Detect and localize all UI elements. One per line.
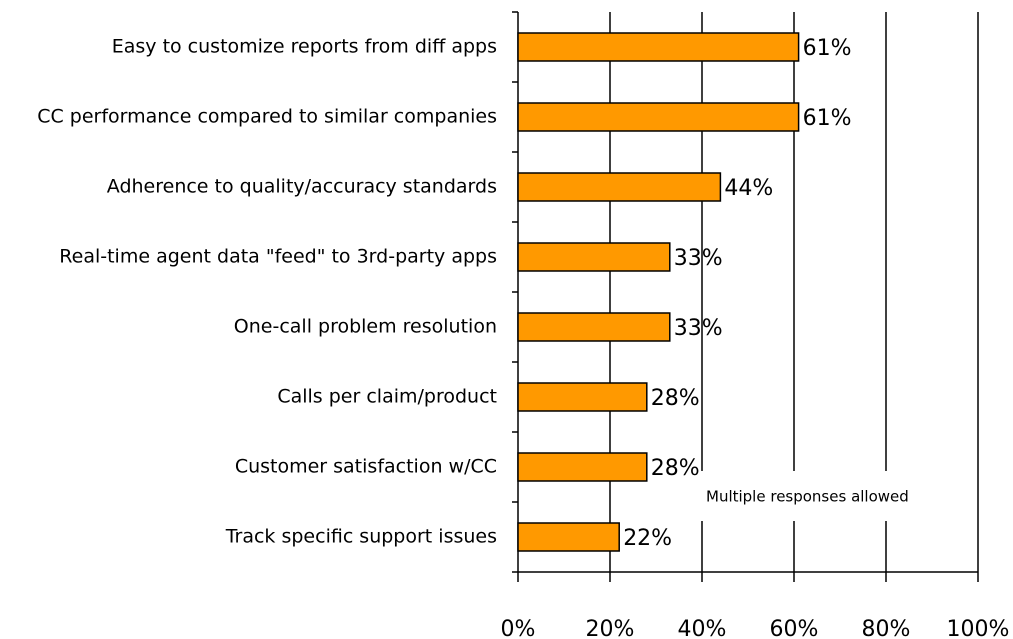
x-tick-label: 0% <box>501 617 536 639</box>
value-label: 33% <box>674 246 723 271</box>
category-label: Calls per claim/product <box>277 386 497 408</box>
bar <box>517 242 671 272</box>
value-label: 61% <box>803 36 852 61</box>
value-label: 28% <box>651 456 700 481</box>
annotation-box <box>700 471 975 521</box>
category-label: Easy to customize reports from diff apps <box>112 36 497 58</box>
value-label: 22% <box>623 526 672 551</box>
bar <box>517 102 800 132</box>
x-tick-label: 80% <box>862 617 911 639</box>
value-label: 61% <box>803 106 852 131</box>
bar <box>517 312 671 342</box>
x-tick-label: 20% <box>586 617 635 639</box>
x-tick-label: 100% <box>947 617 1010 639</box>
category-label: Track specific support issues <box>225 526 497 548</box>
category-label: Adherence to quality/accuracy standards <box>107 176 497 198</box>
value-label: 33% <box>674 316 723 341</box>
value-label: 44% <box>724 176 773 201</box>
category-label: Customer satisfaction w/CC <box>235 456 497 478</box>
x-tick-label: 60% <box>770 617 819 639</box>
bar <box>517 32 800 62</box>
value-label: 28% <box>651 386 700 411</box>
bar <box>517 382 648 412</box>
bar <box>517 452 648 482</box>
bar <box>517 522 620 552</box>
category-label: Real-time agent data "feed" to 3rd-party… <box>59 246 497 268</box>
annotation: Multiple responses allowed <box>706 488 909 506</box>
x-tick-label: 40% <box>678 617 727 639</box>
category-label: One-call problem resolution <box>234 316 497 338</box>
bar <box>517 172 722 202</box>
category-label: CC performance compared to similar compa… <box>37 106 497 128</box>
